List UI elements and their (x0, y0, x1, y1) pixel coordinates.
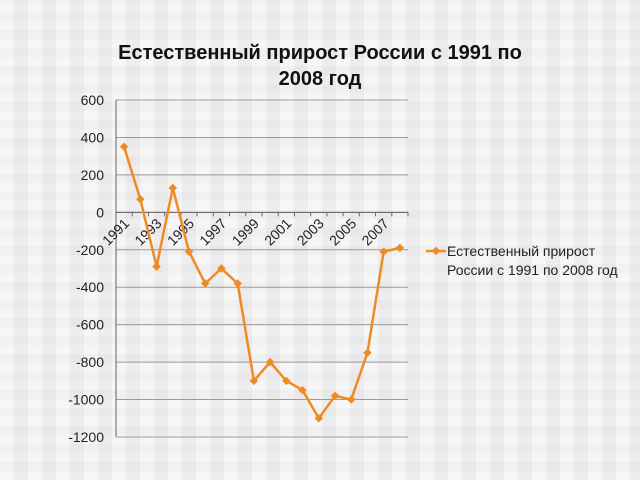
data-point (200, 279, 210, 288)
data-point (265, 357, 275, 367)
y-tick-label: 400 (81, 129, 105, 145)
data-point (346, 395, 356, 404)
data-point (330, 391, 340, 401)
y-tick-label: 0 (96, 204, 104, 220)
y-tick-label: -1000 (68, 392, 104, 408)
x-tick-label: 2001 (261, 215, 294, 248)
y-tick-label: 600 (81, 92, 105, 108)
y-tick-label: -600 (76, 317, 104, 333)
x-tick-label: 1997 (196, 215, 229, 248)
x-tick-label: 2003 (294, 215, 327, 248)
data-point (119, 142, 129, 152)
data-point (298, 385, 307, 395)
series-line (122, 146, 401, 420)
data-point (282, 376, 291, 386)
y-tick-label: -400 (76, 279, 104, 295)
data-point (363, 348, 372, 357)
x-tick-label: 1999 (229, 215, 262, 248)
x-tick-label: 2005 (326, 215, 359, 248)
data-point (152, 262, 161, 271)
data-point (314, 414, 324, 423)
data-point (379, 247, 388, 256)
data-point (249, 376, 259, 386)
legend-marker-icon (426, 246, 446, 256)
data-point (136, 194, 145, 204)
y-tick-label: -200 (76, 242, 104, 258)
x-tick-label: 2007 (358, 215, 391, 248)
chart-title: Естественный прирост России с 1991 по 20… (118, 42, 522, 90)
data-point (217, 264, 226, 273)
legend-label: Естественный прирост России с 1991 по 20… (447, 243, 618, 278)
y-tick-label: -800 (76, 354, 104, 370)
data-point (184, 247, 194, 256)
y-tick-label: -1200 (68, 429, 104, 445)
y-tick-label: 200 (81, 167, 105, 183)
data-point (395, 243, 405, 253)
data-point (168, 183, 178, 193)
data-point (233, 279, 242, 288)
